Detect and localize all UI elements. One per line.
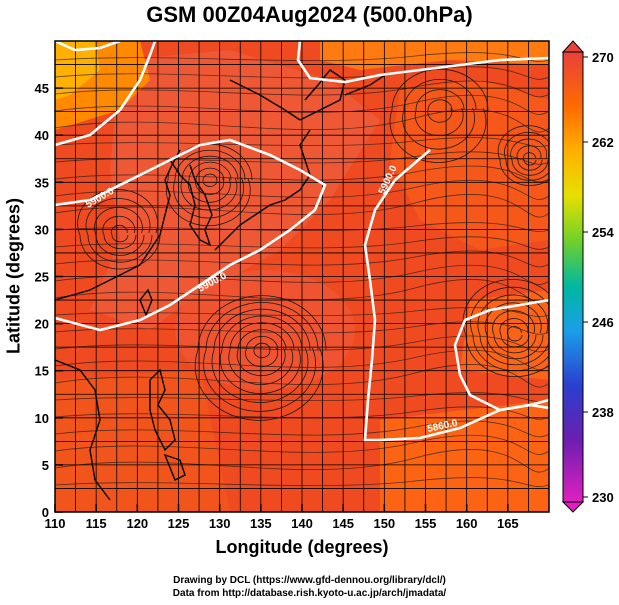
- y-axis-ticks: 0 5 10 15 20 25 30 35 40 45: [35, 81, 63, 520]
- x-tick-label: 145: [332, 516, 354, 531]
- colorbar-tick-label: 254: [592, 225, 614, 240]
- x-tick-label: 130: [209, 516, 231, 531]
- y-tick-label: 35: [35, 175, 49, 190]
- streamline: [55, 80, 549, 98]
- streamline: [55, 250, 549, 268]
- streamline: [253, 342, 271, 359]
- chart-title: GSM 00Z04Aug2024 (500.0hPa): [146, 2, 473, 27]
- streamline: [499, 318, 530, 348]
- streamline: [203, 302, 319, 412]
- streamline: [110, 224, 129, 243]
- streamline: [245, 336, 279, 368]
- colorbar-tick-label: 230: [592, 490, 614, 505]
- y-tick-label: 5: [42, 458, 49, 473]
- streamline: [55, 406, 549, 420]
- streamline: [55, 137, 549, 148]
- x-tick-label: 160: [456, 516, 478, 531]
- y-tick-label: 30: [35, 222, 49, 237]
- streamline: [55, 194, 549, 218]
- x-tick-label: 140: [291, 516, 313, 531]
- streamline: [55, 349, 549, 370]
- colorbar-bottom-arrow: [561, 501, 585, 513]
- x-tick-label: 125: [168, 516, 190, 531]
- colorbar-tick-label: 246: [592, 315, 614, 330]
- x-tick-label: 110: [45, 516, 66, 531]
- streamline: [219, 315, 303, 394]
- streamline: [55, 94, 549, 115]
- colorbar-top-arrow: [561, 40, 585, 53]
- streamline: [194, 295, 327, 421]
- x-axis-ticks: 110 115 120 125 130 135 140 145 150 155 160 165: [45, 504, 519, 531]
- x-tick-label: 155: [415, 516, 437, 531]
- streamline: [211, 308, 311, 403]
- streamline: [414, 89, 465, 137]
- streamline: [55, 165, 549, 183]
- x-tick-label: 150: [373, 516, 395, 531]
- streamline: [516, 145, 543, 171]
- x-tick-label: 135: [250, 516, 272, 531]
- x-tick-label: 165: [497, 516, 519, 531]
- streamline: [55, 434, 549, 455]
- coastlines: [55, 69, 386, 501]
- streamline: [55, 109, 549, 133]
- streamline: [55, 236, 549, 250]
- streamline: [55, 449, 549, 473]
- streamline: [55, 420, 549, 438]
- height-contours: [55, 41, 549, 442]
- streamline: [462, 279, 549, 377]
- streamline: [389, 68, 489, 163]
- streamline: [173, 149, 246, 219]
- streamline: [55, 279, 549, 303]
- colorbar-tick-label: 262: [592, 135, 614, 150]
- y-tick-label: 40: [35, 128, 49, 143]
- x-tick-label: 115: [86, 516, 107, 531]
- streamline: [195, 167, 225, 195]
- streamline: [85, 197, 153, 263]
- colorbar-tick-label: 270: [592, 50, 614, 65]
- credit-drawing: Drawing by DCL (https://www.gfd-dennou.o…: [173, 575, 446, 586]
- y-tick-label: 15: [35, 364, 49, 379]
- colorbar-scale: [562, 51, 584, 503]
- streamline: [55, 364, 549, 388]
- streamline: [504, 131, 549, 181]
- colorbar-tick-label: 238: [592, 405, 614, 420]
- y-axis-label: Latitude (degrees): [3, 197, 24, 355]
- x-axis-label: Longitude (degrees): [215, 537, 389, 557]
- streamline: [55, 307, 549, 318]
- streamline: [492, 310, 537, 354]
- streamline: [55, 477, 549, 488]
- y-tick-label: 20: [35, 317, 49, 332]
- wind-streamlines: [55, 52, 549, 488]
- y-tick-label: 10: [35, 411, 49, 426]
- y-tick-label: 0: [42, 505, 49, 520]
- streamline: [510, 138, 549, 176]
- streamline: [402, 79, 477, 150]
- streamline: [55, 321, 549, 335]
- y-tick-label: 45: [35, 81, 49, 96]
- credit-data-source: Data from http://database.rish.kyoto-u.a…: [172, 588, 447, 599]
- y-tick-label: 25: [35, 270, 49, 285]
- streamline: [228, 322, 295, 386]
- streamline: [236, 329, 287, 377]
- streamline: [102, 215, 137, 249]
- gridlines: [55, 41, 549, 512]
- colorbar: 270 262 254 246 238 230: [561, 40, 614, 513]
- streamline: [55, 179, 549, 200]
- streamline: [470, 286, 549, 372]
- x-tick-label: 120: [126, 516, 148, 531]
- streamline: [484, 302, 544, 360]
- streamline: [202, 173, 218, 187]
